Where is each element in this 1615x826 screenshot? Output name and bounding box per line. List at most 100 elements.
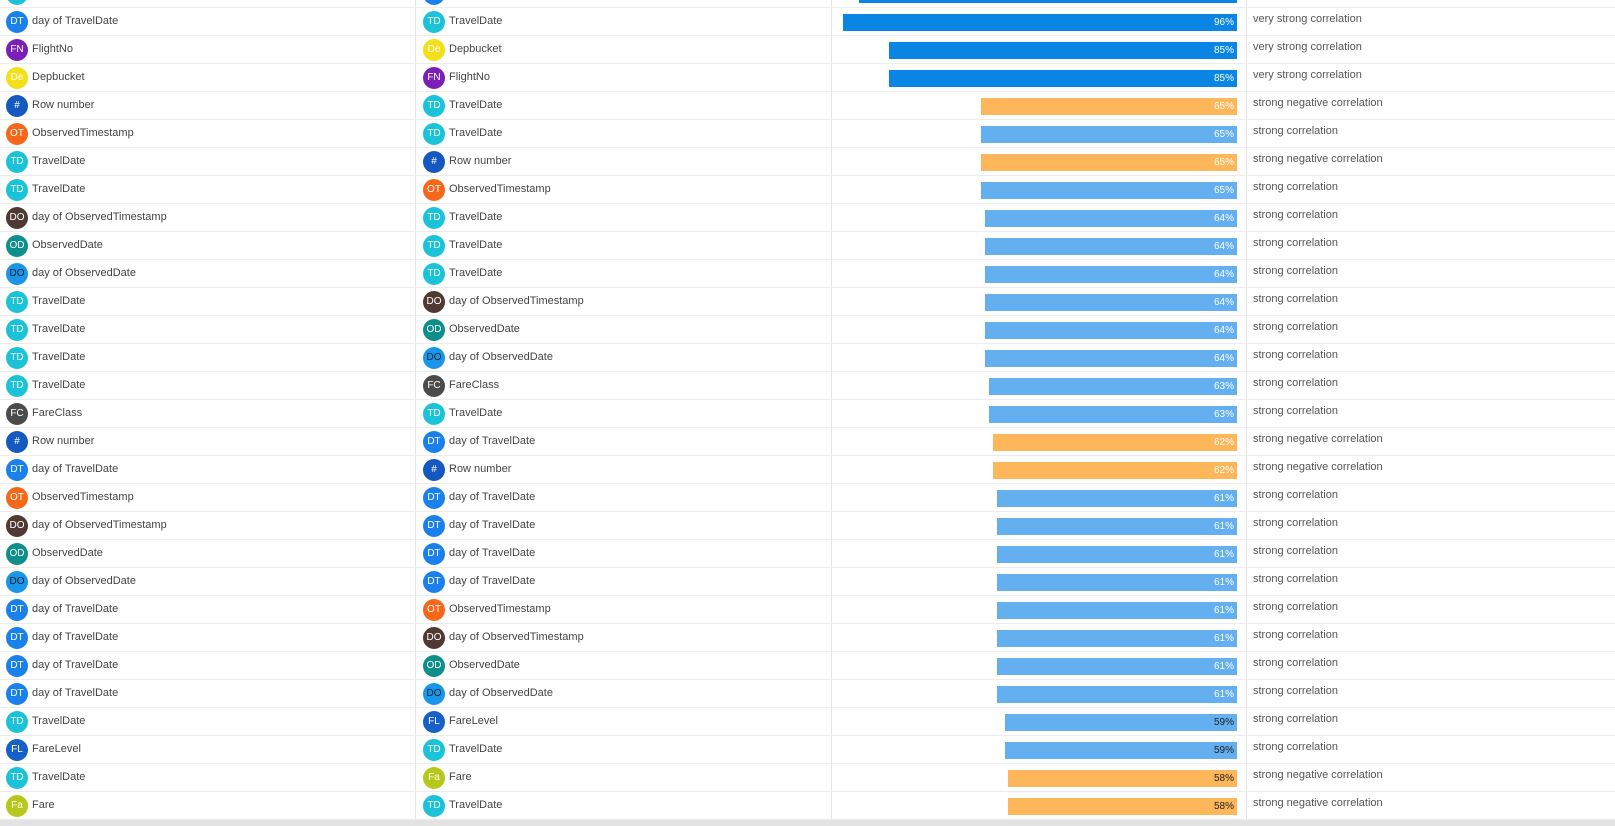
field-type-badge-icon: DO xyxy=(6,263,28,285)
description-cell: strong correlation xyxy=(1247,344,1615,371)
field-type-badge-icon: TD xyxy=(423,403,445,425)
table-row[interactable]: # Row number TD TravelDate 65% strong negativ… xyxy=(0,92,1615,120)
correlation-description: strong correlation xyxy=(1253,265,1338,277)
table-row[interactable]: FN FlightNo De Depbucket 85% very strong corr… xyxy=(0,36,1615,64)
table-row[interactable]: TD TravelDate OD ObservedDate 64% strong corr… xyxy=(0,316,1615,344)
field-a-name: day of ObservedDate xyxy=(32,575,136,587)
table-row[interactable]: DT day of TravelDate DO day of ObservedDate… xyxy=(0,680,1615,708)
table-row[interactable]: De Depbucket FN FlightNo 85% very strong corr… xyxy=(0,64,1615,92)
field-b-cell: DO day of ObservedDate xyxy=(416,680,832,707)
field-type-badge-icon: OT xyxy=(6,123,28,145)
field-a-cell: OD ObservedDate xyxy=(0,540,416,567)
correlation-percent: 65% xyxy=(1213,101,1234,112)
field-a-name: day of TravelDate xyxy=(32,687,119,699)
description-cell: strong negative correlation xyxy=(1247,428,1615,455)
table-row[interactable]: DT day of TravelDate # Row number 62% strong … xyxy=(0,456,1615,484)
field-type-badge-icon: TD xyxy=(423,207,445,229)
correlation-bar: 61% xyxy=(997,630,1237,647)
field-a-cell: TD TravelDate xyxy=(0,316,416,343)
table-row[interactable]: TD TravelDate Fa Fare 58% strong negative cor… xyxy=(0,764,1615,792)
table-row[interactable]: DT day of TravelDate TD TravelDate 96% very s… xyxy=(0,8,1615,36)
correlation-percent: 59% xyxy=(1213,717,1234,728)
field-b-name: Row number xyxy=(449,155,512,167)
field-a-cell: TD TravelDate xyxy=(0,764,416,791)
table-row[interactable]: TD TravelDate DO day of ObservedTimestamp 64… xyxy=(0,288,1615,316)
strength-cell: 61% xyxy=(832,512,1247,539)
field-b-cell: DT day of TravelDate xyxy=(416,512,832,539)
correlation-bar: 63% xyxy=(989,378,1237,395)
field-type-badge-icon: # xyxy=(6,431,28,453)
field-b-name: FareClass xyxy=(449,379,500,391)
table-row[interactable]: DT day of TravelDate OT ObservedTimestamp 61… xyxy=(0,596,1615,624)
description-cell: strong correlation xyxy=(1247,120,1615,147)
table-row[interactable]: TD TravelDate # Row number 65% strong negativ… xyxy=(0,148,1615,176)
correlation-bar: 65% xyxy=(981,182,1237,199)
correlation-percent: 63% xyxy=(1213,409,1234,420)
field-type-badge-icon: DO xyxy=(423,627,445,649)
correlation-description: strong correlation xyxy=(1253,713,1338,725)
field-a-name: day of TravelDate xyxy=(32,15,119,27)
correlation-description: very strong correlation xyxy=(1253,13,1362,25)
horizontal-scrollbar[interactable] xyxy=(0,820,1615,826)
field-b-cell: TD TravelDate xyxy=(416,260,832,287)
table-row[interactable]: TD TravelDate FL FareLevel 59% strong correla… xyxy=(0,708,1615,736)
correlation-percent: 62% xyxy=(1213,465,1234,476)
correlation-description: strong correlation xyxy=(1253,545,1338,557)
field-a-cell: DT day of TravelDate xyxy=(0,596,416,623)
description-cell: strong correlation xyxy=(1247,400,1615,427)
correlation-description: strong negative correlation xyxy=(1253,433,1383,445)
correlation-bar: 65% xyxy=(981,126,1237,143)
field-b-cell: DO day of ObservedTimestamp xyxy=(416,624,832,651)
correlation-percent: 61% xyxy=(1213,521,1234,532)
correlation-description: strong correlation xyxy=(1253,657,1338,669)
table-row[interactable]: DO day of ObservedTimestamp DT day of Trave… xyxy=(0,512,1615,540)
table-row[interactable]: Fa Fare TD TravelDate 58% strong negative cor… xyxy=(0,792,1615,820)
table-row[interactable]: TD TravelDate OT ObservedTimestamp 65% strong… xyxy=(0,176,1615,204)
field-b-cell: TD TravelDate xyxy=(416,204,832,231)
field-type-badge-icon: DO xyxy=(423,291,445,313)
correlation-bar: 64% xyxy=(985,210,1237,227)
description-cell: strong correlation xyxy=(1247,372,1615,399)
correlation-percent: 64% xyxy=(1213,325,1234,336)
field-a-cell: TD TravelDate xyxy=(0,372,416,399)
table-row[interactable]: OT ObservedTimestamp TD TravelDate 65% strong… xyxy=(0,120,1615,148)
table-row[interactable]: DO day of ObservedDate TD TravelDate 64% stro… xyxy=(0,260,1615,288)
field-b-cell: FC FareClass xyxy=(416,372,832,399)
description-cell: strong correlation xyxy=(1247,512,1615,539)
field-type-badge-icon: DT xyxy=(423,487,445,509)
field-a-name: TravelDate xyxy=(32,715,86,727)
table-row[interactable]: DT day of TravelDate DO day of ObservedTime… xyxy=(0,624,1615,652)
correlation-bar: 61% xyxy=(997,546,1237,563)
strength-cell: 61% xyxy=(832,540,1247,567)
table-row[interactable]: DO day of ObservedTimestamp TD TravelDate 64… xyxy=(0,204,1615,232)
field-b-name: day of TravelDate xyxy=(449,435,536,447)
field-type-badge-icon: DT xyxy=(6,683,28,705)
column-a-cell xyxy=(0,0,416,7)
table-row[interactable]: DO day of ObservedDate DT day of TravelDate… xyxy=(0,568,1615,596)
table-row[interactable]: OT ObservedTimestamp DT day of TravelDate 61… xyxy=(0,484,1615,512)
correlation-description: strong correlation xyxy=(1253,601,1338,613)
table-row[interactable]: OD ObservedDate DT day of TravelDate 61% stro… xyxy=(0,540,1615,568)
table-row[interactable]: FL FareLevel TD TravelDate 59% strong correla… xyxy=(0,736,1615,764)
table-row[interactable]: DT day of TravelDate OD ObservedDate 61% stro… xyxy=(0,652,1615,680)
field-b-cell: DT day of TravelDate xyxy=(416,428,832,455)
table-row[interactable]: OD ObservedDate TD TravelDate 64% strong corr… xyxy=(0,232,1615,260)
field-a-name: TravelDate xyxy=(32,183,86,195)
table-row[interactable]: TD TravelDate DO day of ObservedDate 64% stro… xyxy=(0,344,1615,372)
correlation-description: strong correlation xyxy=(1253,741,1338,753)
field-b-cell: DO day of ObservedTimestamp xyxy=(416,288,832,315)
correlation-percent: 61% xyxy=(1213,633,1234,644)
field-type-badge-icon: De xyxy=(6,67,28,89)
description-cell: strong correlation xyxy=(1247,708,1615,735)
field-type-badge-icon: TD xyxy=(6,375,28,397)
table-row-partial[interactable] xyxy=(0,0,1615,8)
table-row[interactable]: # Row number DT day of TravelDate 62% strong … xyxy=(0,428,1615,456)
field-type-badge-icon: TD xyxy=(6,291,28,313)
strength-cell: 61% xyxy=(832,624,1247,651)
column-b-cell xyxy=(416,0,832,7)
table-row[interactable]: TD TravelDate FC FareClass 63% strong correla… xyxy=(0,372,1615,400)
table-row[interactable]: FC FareClass TD TravelDate 63% strong correla… xyxy=(0,400,1615,428)
field-b-name: ObservedTimestamp xyxy=(449,183,551,195)
description-cell: strong correlation xyxy=(1247,596,1615,623)
correlation-bar: 61% xyxy=(997,602,1237,619)
